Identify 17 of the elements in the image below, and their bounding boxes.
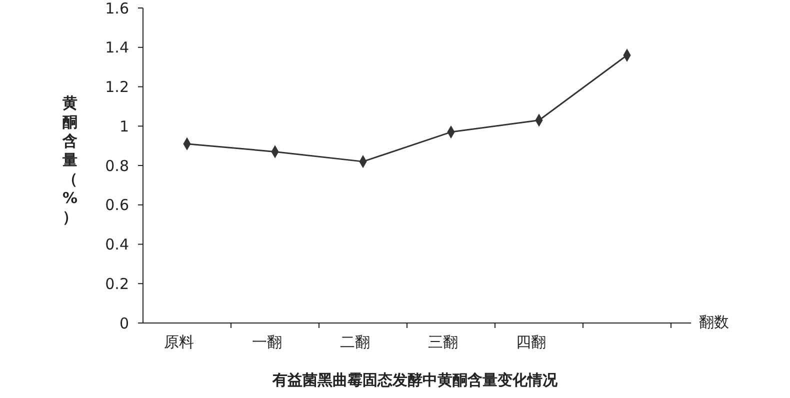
y-tick-label: 0.2 (105, 274, 129, 293)
x-tick-label: 四翻 (516, 333, 546, 351)
y-tick-label: 1.4 (105, 38, 129, 57)
x-tick-label: 二翻 (340, 333, 370, 351)
y-tick-label: 0 (119, 314, 129, 332)
x-tick-label: 三翻 (428, 333, 458, 351)
y-tick-label: 0.6 (105, 196, 129, 214)
y-tick-label: 1 (119, 117, 129, 136)
y-tick-label: 1.6 (105, 0, 129, 18)
y-tick-label: 0.4 (105, 236, 129, 254)
text: 有益菌黑曲霉固态发酵中黄酮含量变化情况 (272, 371, 558, 389)
y-tick-label: 0.8 (105, 156, 129, 175)
x-axis-title: 翻数 (699, 313, 729, 331)
x-tick-label: 一翻 (252, 333, 282, 351)
x-tick-label: 原料 (164, 333, 194, 351)
y-axis-title: 黄酮含量（%） (62, 94, 78, 226)
y-tick-label: 1.2 (105, 78, 129, 96)
